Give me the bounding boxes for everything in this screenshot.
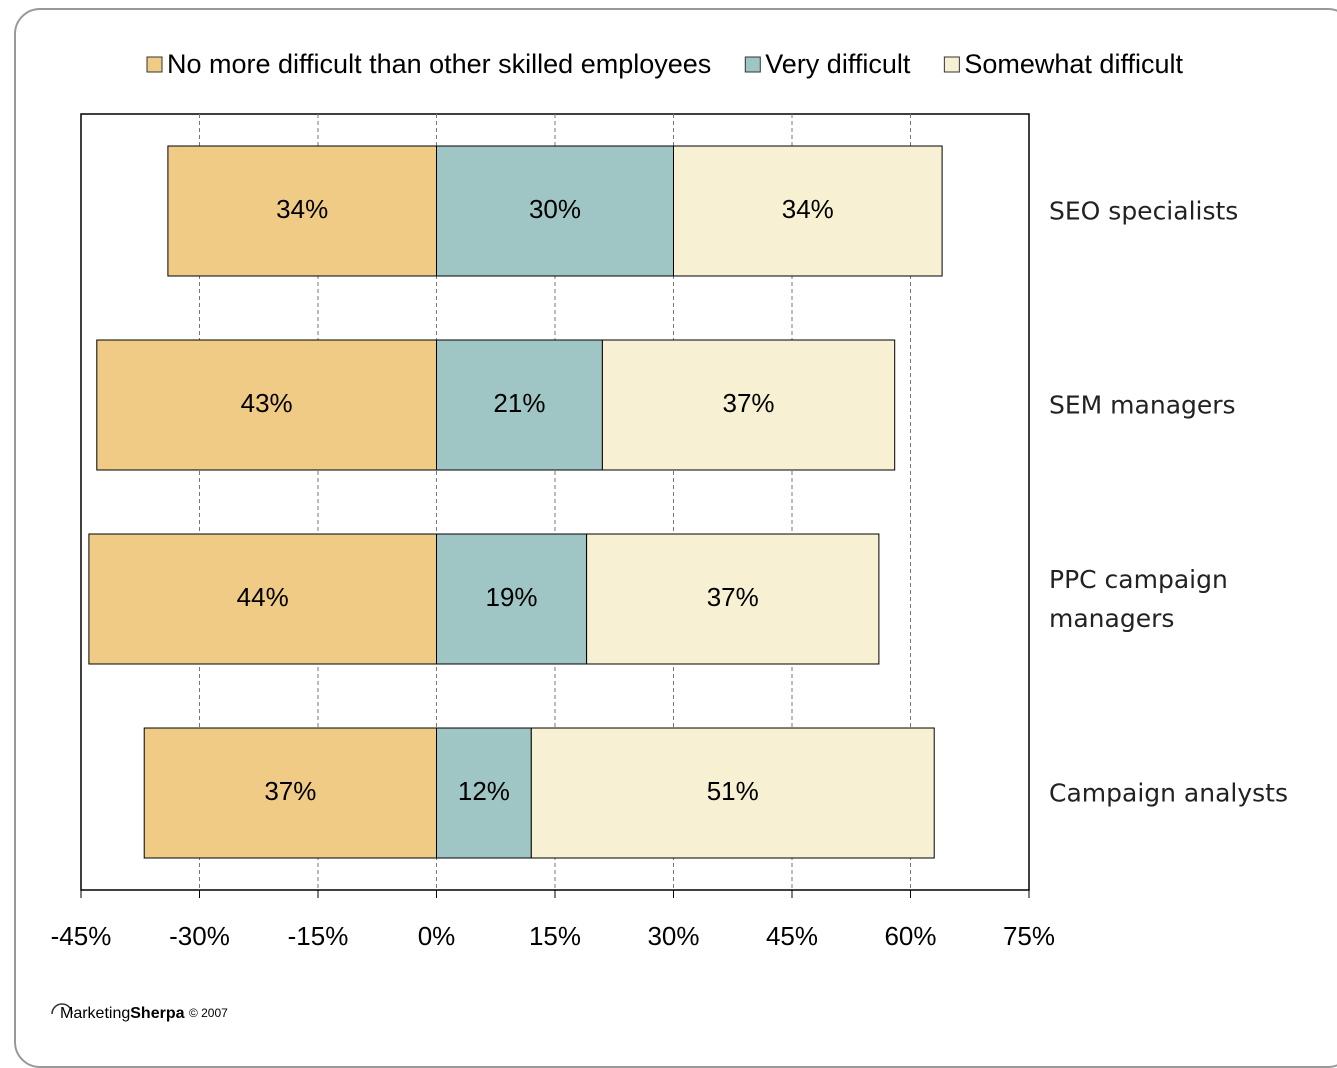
x-tick-label: -30%	[169, 921, 230, 951]
data-label: 37%	[707, 582, 759, 612]
logo-sun	[51, 1003, 73, 1015]
x-tick-label: 15%	[529, 921, 581, 951]
chart: MarketingSherpa © 2007 -45% -30% -15% 0% 15%…	[51, 49, 1184, 1022]
bar	[436, 145, 674, 277]
x-tick-label: 60%	[884, 921, 936, 951]
logo-text2: Sherpa	[130, 1005, 184, 1022]
data-label: 30%	[529, 194, 581, 224]
data-label: 37%	[723, 388, 775, 418]
legend-swatch	[943, 56, 960, 73]
legend-swatch	[146, 56, 163, 73]
bar	[436, 339, 603, 471]
bar	[673, 145, 943, 277]
x-tick-label: 30%	[647, 921, 699, 951]
data-label: 21%	[493, 388, 545, 418]
bar	[601, 339, 896, 471]
category-label: SEO specialists	[1049, 196, 1239, 226]
bar	[96, 339, 438, 471]
category-label: Campaign analysts	[1049, 778, 1289, 808]
data-label: 44%	[237, 582, 289, 612]
bar	[436, 727, 532, 859]
data-label: 12%	[458, 776, 510, 806]
data-label: 37%	[264, 776, 316, 806]
category-label: PPC campaign managers	[1049, 565, 1228, 633]
bar	[143, 727, 437, 859]
data-label: 19%	[486, 582, 538, 612]
logo-text: MarketingSherpa © 2007	[60, 1005, 228, 1022]
legend-label: Very difficult	[765, 49, 911, 79]
x-tick-label: -45%	[51, 921, 112, 951]
legend-label: Somewhat difficult	[964, 49, 1183, 79]
category-label: SEM managers	[1049, 390, 1236, 420]
logo-text1: Marketing	[60, 1005, 130, 1022]
x-tick-label: 0%	[418, 921, 456, 951]
legend-label: No more difficult than other skilled emp…	[167, 49, 711, 79]
logo: MarketingSherpa © 2007	[51, 1003, 228, 1022]
bar	[586, 533, 880, 665]
bar	[88, 533, 438, 665]
x-tick-label: 45%	[766, 921, 818, 951]
logo-copyright: © 2007	[189, 1006, 228, 1020]
bar	[167, 145, 437, 277]
bar	[436, 533, 588, 665]
legend-swatch	[744, 56, 761, 73]
x-tick-label: -15%	[288, 921, 349, 951]
data-label: 43%	[241, 388, 293, 418]
data-label: 34%	[782, 194, 834, 224]
x-tick-label: 75%	[1003, 921, 1055, 951]
data-label: 51%	[707, 776, 759, 806]
bar	[530, 727, 935, 859]
data-label: 34%	[276, 194, 328, 224]
